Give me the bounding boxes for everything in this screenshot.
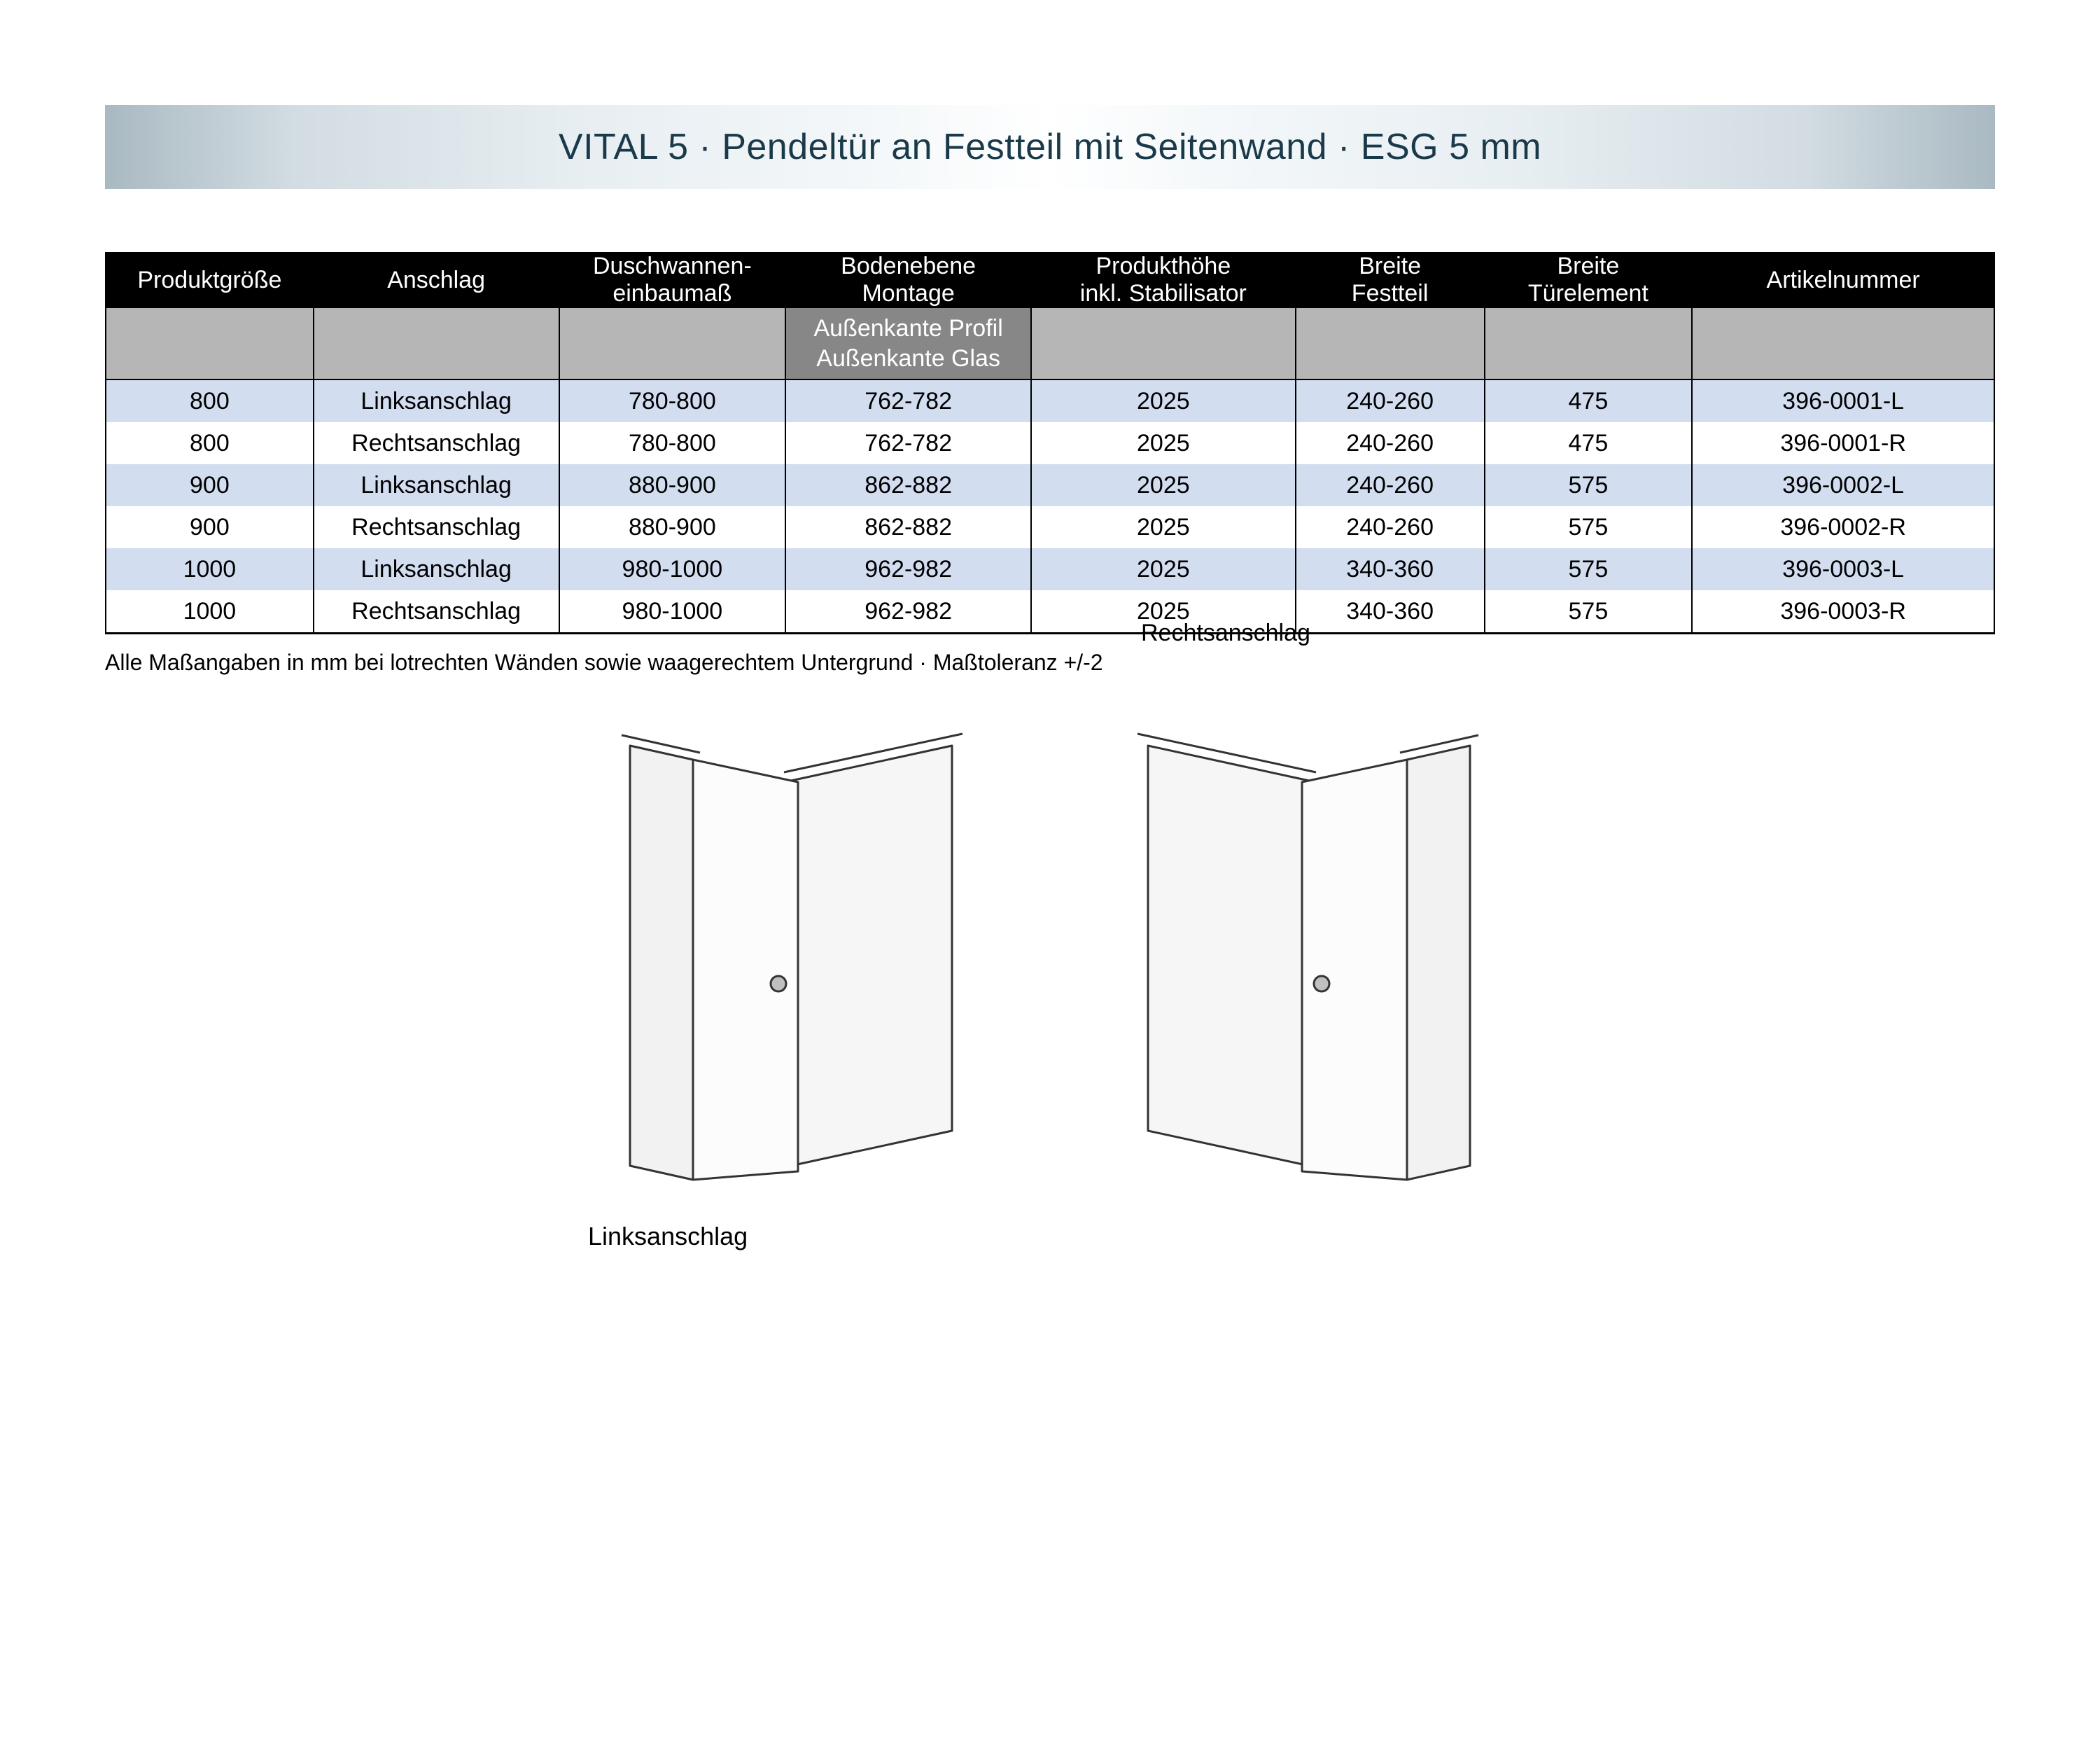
table-cell: 980-1000 bbox=[559, 590, 786, 634]
table-header-cell: BodenebeneMontage bbox=[785, 252, 1031, 308]
spec-table: ProduktgrößeAnschlagDuschwannen-einbauma… bbox=[105, 252, 1995, 634]
table-header-cell: BreiteTürelement bbox=[1485, 252, 1693, 308]
table-cell: 962-982 bbox=[785, 548, 1031, 590]
table-cell: 340-360 bbox=[1296, 548, 1485, 590]
table-row: 800Linksanschlag780-800762-7822025240-26… bbox=[106, 379, 1994, 422]
table-subheader-cell: Außenkante ProfilAußenkante Glas bbox=[785, 308, 1031, 379]
diagram-left-caption: Linksanschlag bbox=[588, 1222, 748, 1251]
table-cell: 240-260 bbox=[1296, 422, 1485, 464]
table-subheader-cell bbox=[1692, 308, 1994, 379]
table-cell: 240-260 bbox=[1296, 379, 1485, 422]
table-row: 900Rechtsanschlag880-900862-8822025240-2… bbox=[106, 506, 1994, 548]
table-cell: 396-0002-L bbox=[1692, 464, 1994, 506]
table-cell: Linksanschlag bbox=[314, 548, 559, 590]
table-subheader-row: Außenkante ProfilAußenkante Glas bbox=[106, 308, 1994, 379]
table-cell: 396-0003-R bbox=[1692, 590, 1994, 634]
table-cell: 800 bbox=[106, 379, 314, 422]
table-cell: 2025 bbox=[1031, 548, 1296, 590]
table-body: 800Linksanschlag780-800762-7822025240-26… bbox=[106, 379, 1994, 634]
table-row: 900Linksanschlag880-900862-8822025240-26… bbox=[106, 464, 1994, 506]
table-cell: 475 bbox=[1485, 422, 1693, 464]
table-cell: Rechtsanschlag bbox=[314, 422, 559, 464]
diagrams: Linksanschlag bbox=[105, 732, 1995, 1251]
table-cell: 762-782 bbox=[785, 422, 1031, 464]
table-cell: 880-900 bbox=[559, 464, 786, 506]
table-subheader-cell bbox=[559, 308, 786, 379]
table-subheader-cell bbox=[1485, 308, 1693, 379]
diagram-right bbox=[1092, 732, 1540, 1251]
table-cell: 962-982 bbox=[785, 590, 1031, 634]
table-header-cell: Produktgröße bbox=[106, 252, 314, 308]
table-cell: 2025 bbox=[1031, 379, 1296, 422]
table-row: 1000Linksanschlag980-1000962-9822025340-… bbox=[106, 548, 1994, 590]
table-row: 1000Rechtsanschlag980-1000962-9822025340… bbox=[106, 590, 1994, 634]
table-cell: 475 bbox=[1485, 379, 1693, 422]
table-cell: 396-0003-L bbox=[1692, 548, 1994, 590]
table-cell: 240-260 bbox=[1296, 506, 1485, 548]
table-subheader-cell bbox=[1031, 308, 1296, 379]
table-subheader-cell bbox=[314, 308, 559, 379]
title-banner: VITAL 5 · Pendeltür an Festteil mit Seit… bbox=[105, 105, 1995, 189]
table-cell: 800 bbox=[106, 422, 314, 464]
table-cell: 575 bbox=[1485, 590, 1693, 634]
table-cell: 862-882 bbox=[785, 464, 1031, 506]
table-cell: 396-0002-R bbox=[1692, 506, 1994, 548]
table-header-cell: BreiteFestteil bbox=[1296, 252, 1485, 308]
table-cell: 880-900 bbox=[559, 506, 786, 548]
shower-left-icon bbox=[588, 732, 980, 1194]
table-cell: 575 bbox=[1485, 464, 1693, 506]
table-cell: Linksanschlag bbox=[314, 379, 559, 422]
table-cell: Rechtsanschlag bbox=[314, 590, 559, 634]
table-cell: 575 bbox=[1485, 548, 1693, 590]
table-cell: 2025 bbox=[1031, 422, 1296, 464]
table-cell: 762-782 bbox=[785, 379, 1031, 422]
table-cell: 780-800 bbox=[559, 379, 786, 422]
shower-right-icon bbox=[1120, 732, 1512, 1194]
table-cell: 780-800 bbox=[559, 422, 786, 464]
table-header-cell: Duschwannen-einbaumaß bbox=[559, 252, 786, 308]
table-cell: 396-0001-L bbox=[1692, 379, 1994, 422]
table-cell: 340-360 bbox=[1296, 590, 1485, 634]
table-cell: 2025 bbox=[1031, 506, 1296, 548]
table-header-cell: Produkthöheinkl. Stabilisator bbox=[1031, 252, 1296, 308]
table-cell: 240-260 bbox=[1296, 464, 1485, 506]
table-cell: Rechtsanschlag bbox=[314, 506, 559, 548]
page: VITAL 5 · Pendeltür an Festteil mit Seit… bbox=[0, 0, 2100, 1756]
table-cell: 900 bbox=[106, 464, 314, 506]
table-cell: 1000 bbox=[106, 590, 314, 634]
table-header-cell: Artikelnummer bbox=[1692, 252, 1994, 308]
page-title: VITAL 5 · Pendeltür an Festteil mit Seit… bbox=[559, 126, 1541, 168]
table-cell: 1000 bbox=[106, 548, 314, 590]
table-cell: 2025 bbox=[1031, 464, 1296, 506]
diagram-left: Linksanschlag bbox=[560, 732, 1008, 1251]
table-cell: 575 bbox=[1485, 506, 1693, 548]
table-subheader-cell bbox=[1296, 308, 1485, 379]
table-header-row: ProduktgrößeAnschlagDuschwannen-einbauma… bbox=[106, 252, 1994, 308]
table-footnote: Alle Maßangaben in mm bei lotrechten Wän… bbox=[105, 650, 1995, 676]
table-row: 800Rechtsanschlag780-800762-7822025240-2… bbox=[106, 422, 1994, 464]
table-cell: 980-1000 bbox=[559, 548, 786, 590]
table-cell: Linksanschlag bbox=[314, 464, 559, 506]
table-subheader-cell bbox=[106, 308, 314, 379]
table-cell: 862-882 bbox=[785, 506, 1031, 548]
table-cell: 396-0001-R bbox=[1692, 422, 1994, 464]
table-cell: 900 bbox=[106, 506, 314, 548]
table-header-cell: Anschlag bbox=[314, 252, 559, 308]
diagram-right-caption-overlay: Rechtsanschlag bbox=[1141, 620, 1310, 647]
